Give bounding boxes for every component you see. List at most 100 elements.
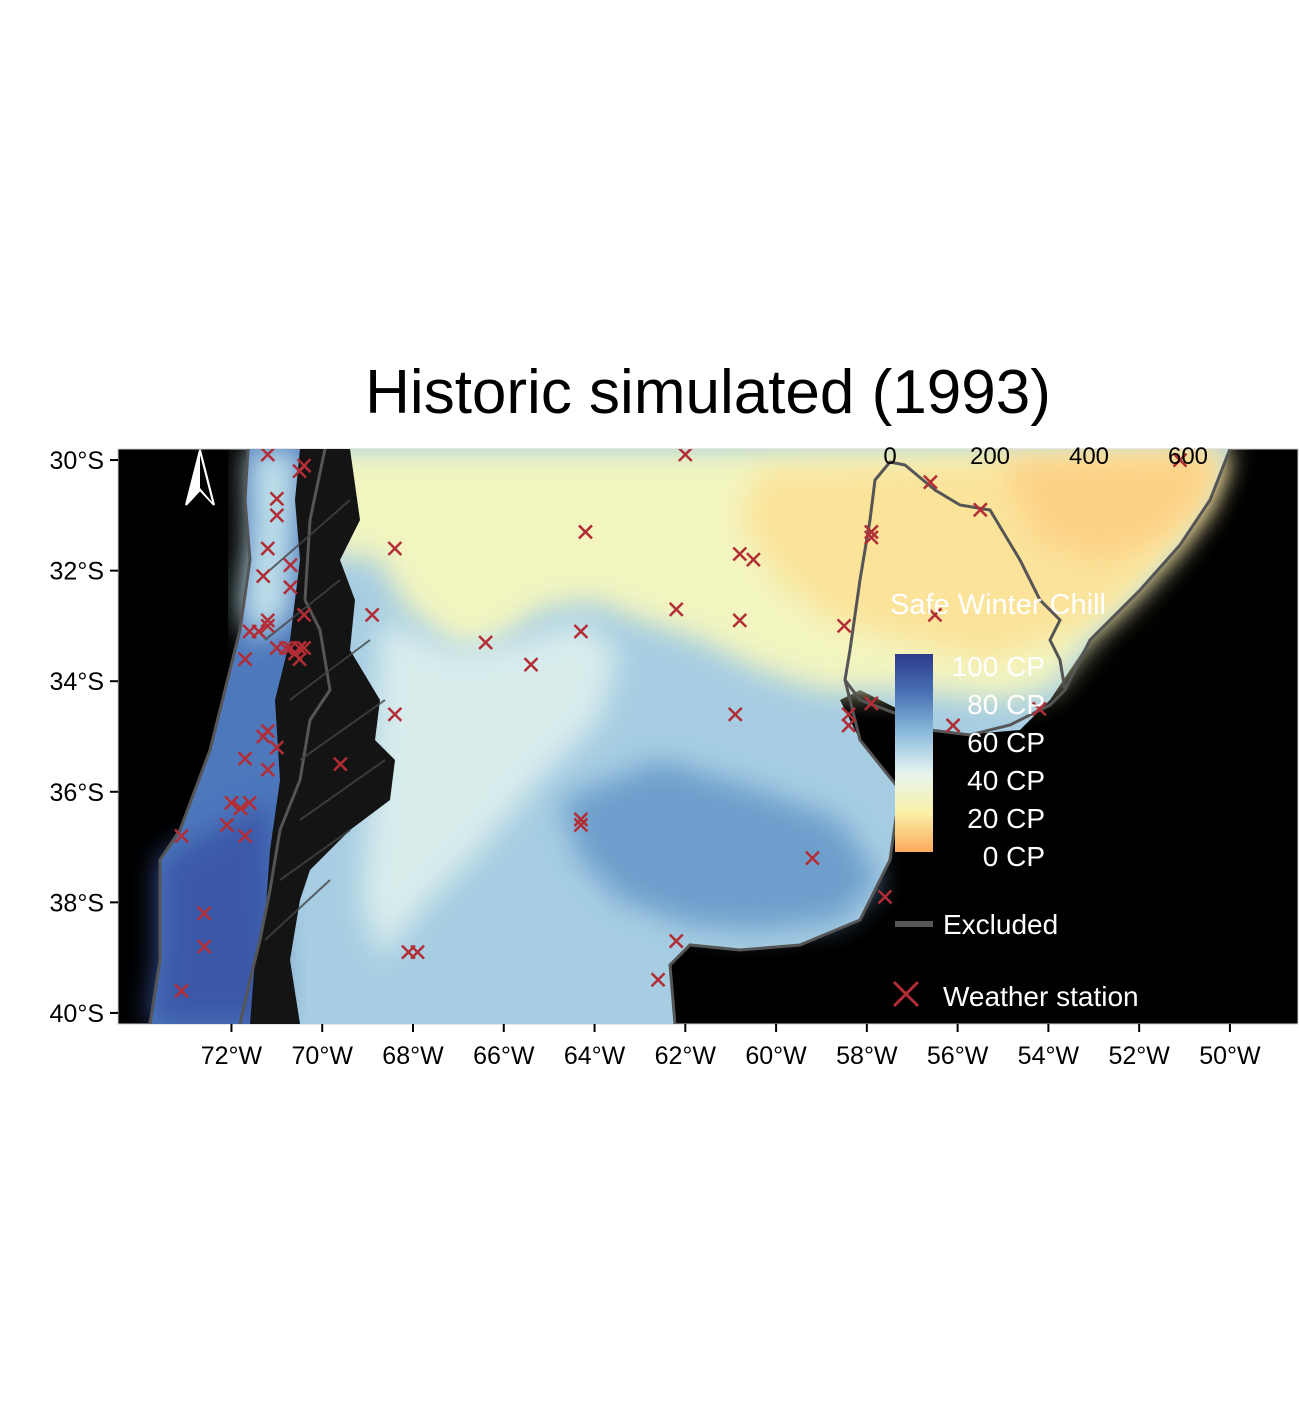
argentina-coast xyxy=(668,679,902,1024)
weather-station-marker xyxy=(296,458,312,473)
weather-station-marker xyxy=(1031,701,1047,717)
weather-station-marker xyxy=(333,756,348,772)
weather-station-marker xyxy=(196,939,212,954)
station-legend-key xyxy=(892,980,920,1008)
legend: Safe Winter Chill 100 CP 80 CP 60 CP 40 CP 2… xyxy=(890,589,1139,1012)
weather-station-marker xyxy=(746,552,761,567)
weather-station-marker xyxy=(668,601,684,617)
chile-coast xyxy=(148,449,252,1024)
weather-station-marker xyxy=(923,474,938,490)
country-borders xyxy=(148,449,1232,1024)
x-axis: 72°W 70°W 68°W 66°W 64°W 62°W 60°W 58°W 56°W 54°W… xyxy=(201,1024,1261,1070)
colorbar-label: 100 CP xyxy=(952,651,1045,682)
weather-station-marker xyxy=(578,524,593,540)
weather-station-marker xyxy=(732,613,748,628)
excluded-area xyxy=(250,449,395,1024)
colorbar xyxy=(895,654,933,852)
weather-station-marker xyxy=(219,817,235,833)
x-tick-label: 70°W xyxy=(292,1042,354,1070)
graticule-faint xyxy=(264,499,386,941)
weather-station-marker xyxy=(523,657,539,673)
weather-station-marker xyxy=(573,817,589,833)
weather-station-marker xyxy=(196,906,212,921)
colorbar-label: 80 CP xyxy=(967,689,1045,720)
weather-station-marker xyxy=(841,707,857,722)
chill-raster xyxy=(150,449,1230,1024)
x-tick-label: 68°W xyxy=(382,1042,444,1070)
weather-station-marker xyxy=(478,635,493,650)
weather-station-marker xyxy=(269,507,285,523)
weather-station-marker xyxy=(242,624,257,639)
weather-station-marker xyxy=(836,618,852,634)
weather-station-marker xyxy=(269,740,285,755)
weather-station-marker xyxy=(650,972,666,988)
y-tick-label: 38°S xyxy=(50,889,104,917)
x-tick-label: 52°W xyxy=(1108,1042,1170,1070)
y-tick-label: 34°S xyxy=(50,668,104,696)
excluded-hatch xyxy=(264,499,386,941)
land-cold xyxy=(560,760,880,930)
weather-station-marker xyxy=(727,707,743,722)
weather-station-marker xyxy=(410,944,425,960)
brazil-coast xyxy=(1063,449,1232,691)
colorbar-label: 40 CP xyxy=(967,765,1045,796)
weather-station-marker xyxy=(237,828,253,844)
weather-station-marker xyxy=(237,651,253,667)
scale-label-0: 0 xyxy=(883,443,896,470)
weather-station-marker xyxy=(174,828,189,844)
scale-bar: 0 200 400 600 xyxy=(883,443,1208,470)
weather-station-marker xyxy=(283,557,298,573)
y-axis: 30°S 32°S 34°S 36°S 38°S 40°S xyxy=(50,447,118,1028)
x-tick-label: 56°W xyxy=(927,1042,989,1070)
weather-station-marker xyxy=(269,491,285,507)
x-tick-label: 58°W xyxy=(836,1042,898,1070)
weather-station-marker xyxy=(292,640,307,656)
weather-station-marker xyxy=(174,983,189,999)
weather-station-marker xyxy=(278,640,294,656)
legend-title: Safe Winter Chill xyxy=(890,589,1106,621)
weather-station-marker xyxy=(805,850,820,866)
excluded-legend-label: Excluded xyxy=(943,909,1058,940)
weather-station-marker xyxy=(260,613,276,628)
weather-station-marker xyxy=(864,530,879,545)
weather-station-marker xyxy=(255,729,271,744)
colorbar-label: 0 CP xyxy=(983,841,1045,872)
weather-station-marker xyxy=(224,795,239,811)
x-tick-label: 66°W xyxy=(473,1042,535,1070)
colorbar-label: 60 CP xyxy=(967,727,1045,758)
weather-station-marker xyxy=(296,607,312,623)
weather-station-marker xyxy=(292,651,307,667)
weather-station-marker xyxy=(864,695,879,711)
weather-station-marker xyxy=(233,800,248,816)
x-tick-label: 54°W xyxy=(1018,1042,1080,1070)
weather-station-marker xyxy=(927,607,943,623)
weather-station-marker xyxy=(364,607,380,623)
scale-label-200: 200 xyxy=(970,443,1010,470)
land-light xyxy=(360,620,620,960)
x-tick-label: 50°W xyxy=(1199,1042,1261,1070)
weather-station-marker xyxy=(677,449,693,462)
x-tick-label: 72°W xyxy=(201,1042,263,1070)
weather-station-marker xyxy=(573,624,589,639)
x-tick-label: 60°W xyxy=(745,1042,807,1070)
north-arrow-icon xyxy=(185,449,215,506)
weather-station-marker xyxy=(573,812,589,827)
map-title: Historic simulated (1993) xyxy=(365,358,1051,427)
weather-station-marker xyxy=(972,502,988,518)
weather-station-marker xyxy=(260,762,276,778)
weather-station-marker xyxy=(387,707,403,722)
weather-station-marker xyxy=(877,889,893,905)
y-tick-label: 40°S xyxy=(50,1000,104,1028)
weather-station-marker xyxy=(296,640,312,656)
weather-station-marker xyxy=(864,524,879,540)
chile-argentina-border xyxy=(238,449,332,1024)
land-hottest xyxy=(1000,455,1220,560)
station-legend-label: Weather station xyxy=(943,981,1139,1012)
weather-station-marker xyxy=(260,449,276,462)
weather-station-marker xyxy=(1172,452,1188,468)
weather-station-marker xyxy=(841,718,857,733)
colorbar-label: 20 CP xyxy=(967,803,1045,834)
scale-label-600: 600 xyxy=(1168,443,1208,470)
colorbar-labels: 100 CP 80 CP 60 CP 40 CP 20 CP 0 CP xyxy=(952,651,1045,872)
